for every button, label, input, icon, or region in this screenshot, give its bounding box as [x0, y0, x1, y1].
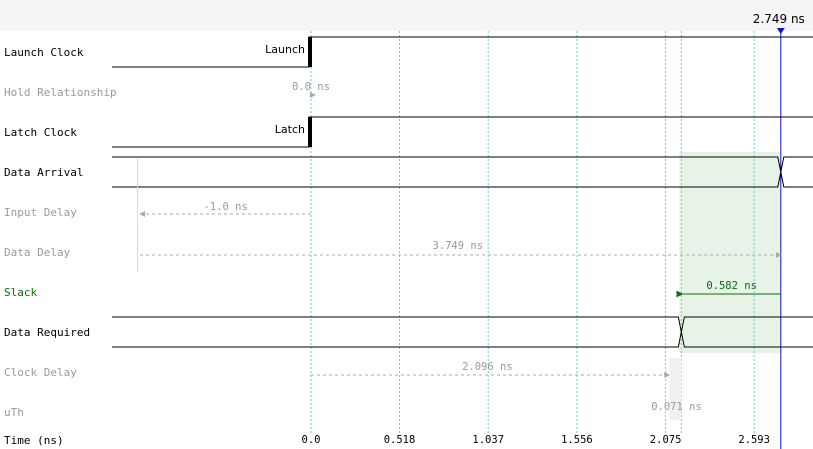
axis-tick-label: 2.593	[738, 434, 770, 446]
slack-region	[679, 152, 781, 353]
clock-delay-value: 2.096 ns	[462, 361, 513, 373]
row-label-slack: Slack	[4, 286, 38, 299]
launch-clock-waveform	[112, 36, 813, 68]
launch-edge-label: Launch	[265, 43, 305, 56]
data-arrival-waveform-b	[112, 156, 813, 188]
row-label-data-delay: Data Delay	[4, 246, 71, 259]
time-axis-label: Time (ns)	[4, 434, 64, 447]
axis-tick-label: 1.037	[472, 434, 505, 446]
row-label-data-required: Data Required	[4, 326, 91, 339]
uth-region	[669, 358, 682, 420]
axis-tick-label: 2.075	[649, 434, 682, 446]
slack-value: 0.582 ns	[706, 280, 757, 292]
axis-tick-label: 1.556	[561, 434, 593, 446]
row-label-data-arrival: Data Arrival	[4, 166, 84, 179]
row-label-launch-clock: Launch Clock	[4, 46, 84, 59]
header-band	[0, 0, 813, 31]
time-marker-label: 2.749 ns	[752, 12, 805, 26]
row-label-latch-clock: Latch Clock	[4, 126, 77, 139]
row-label-input-delay: Input Delay	[4, 206, 77, 219]
time-marker-pointer	[776, 28, 785, 34]
hold-relationship-value: 0.0 ns	[292, 81, 330, 93]
axis-tick-label: 0.0	[301, 434, 321, 446]
uth-value: 0.071 ns	[651, 401, 702, 413]
launch-clock-edge	[308, 37, 312, 67]
row-label-hold-relationship: Hold Relationship	[4, 86, 117, 99]
axis-tick-label: 0.518	[383, 434, 416, 446]
data-required-waveform-b	[112, 316, 813, 348]
input-delay-value: -1.0 ns	[203, 201, 248, 213]
latch-clock-waveform	[112, 116, 813, 148]
latch-clock-edge	[308, 117, 312, 147]
latch-edge-label: Latch	[274, 123, 305, 136]
row-label-clock-delay: Clock Delay	[4, 366, 77, 379]
row-label-uth: uTh	[4, 406, 24, 419]
data-delay-value: 3.749 ns	[432, 240, 484, 252]
